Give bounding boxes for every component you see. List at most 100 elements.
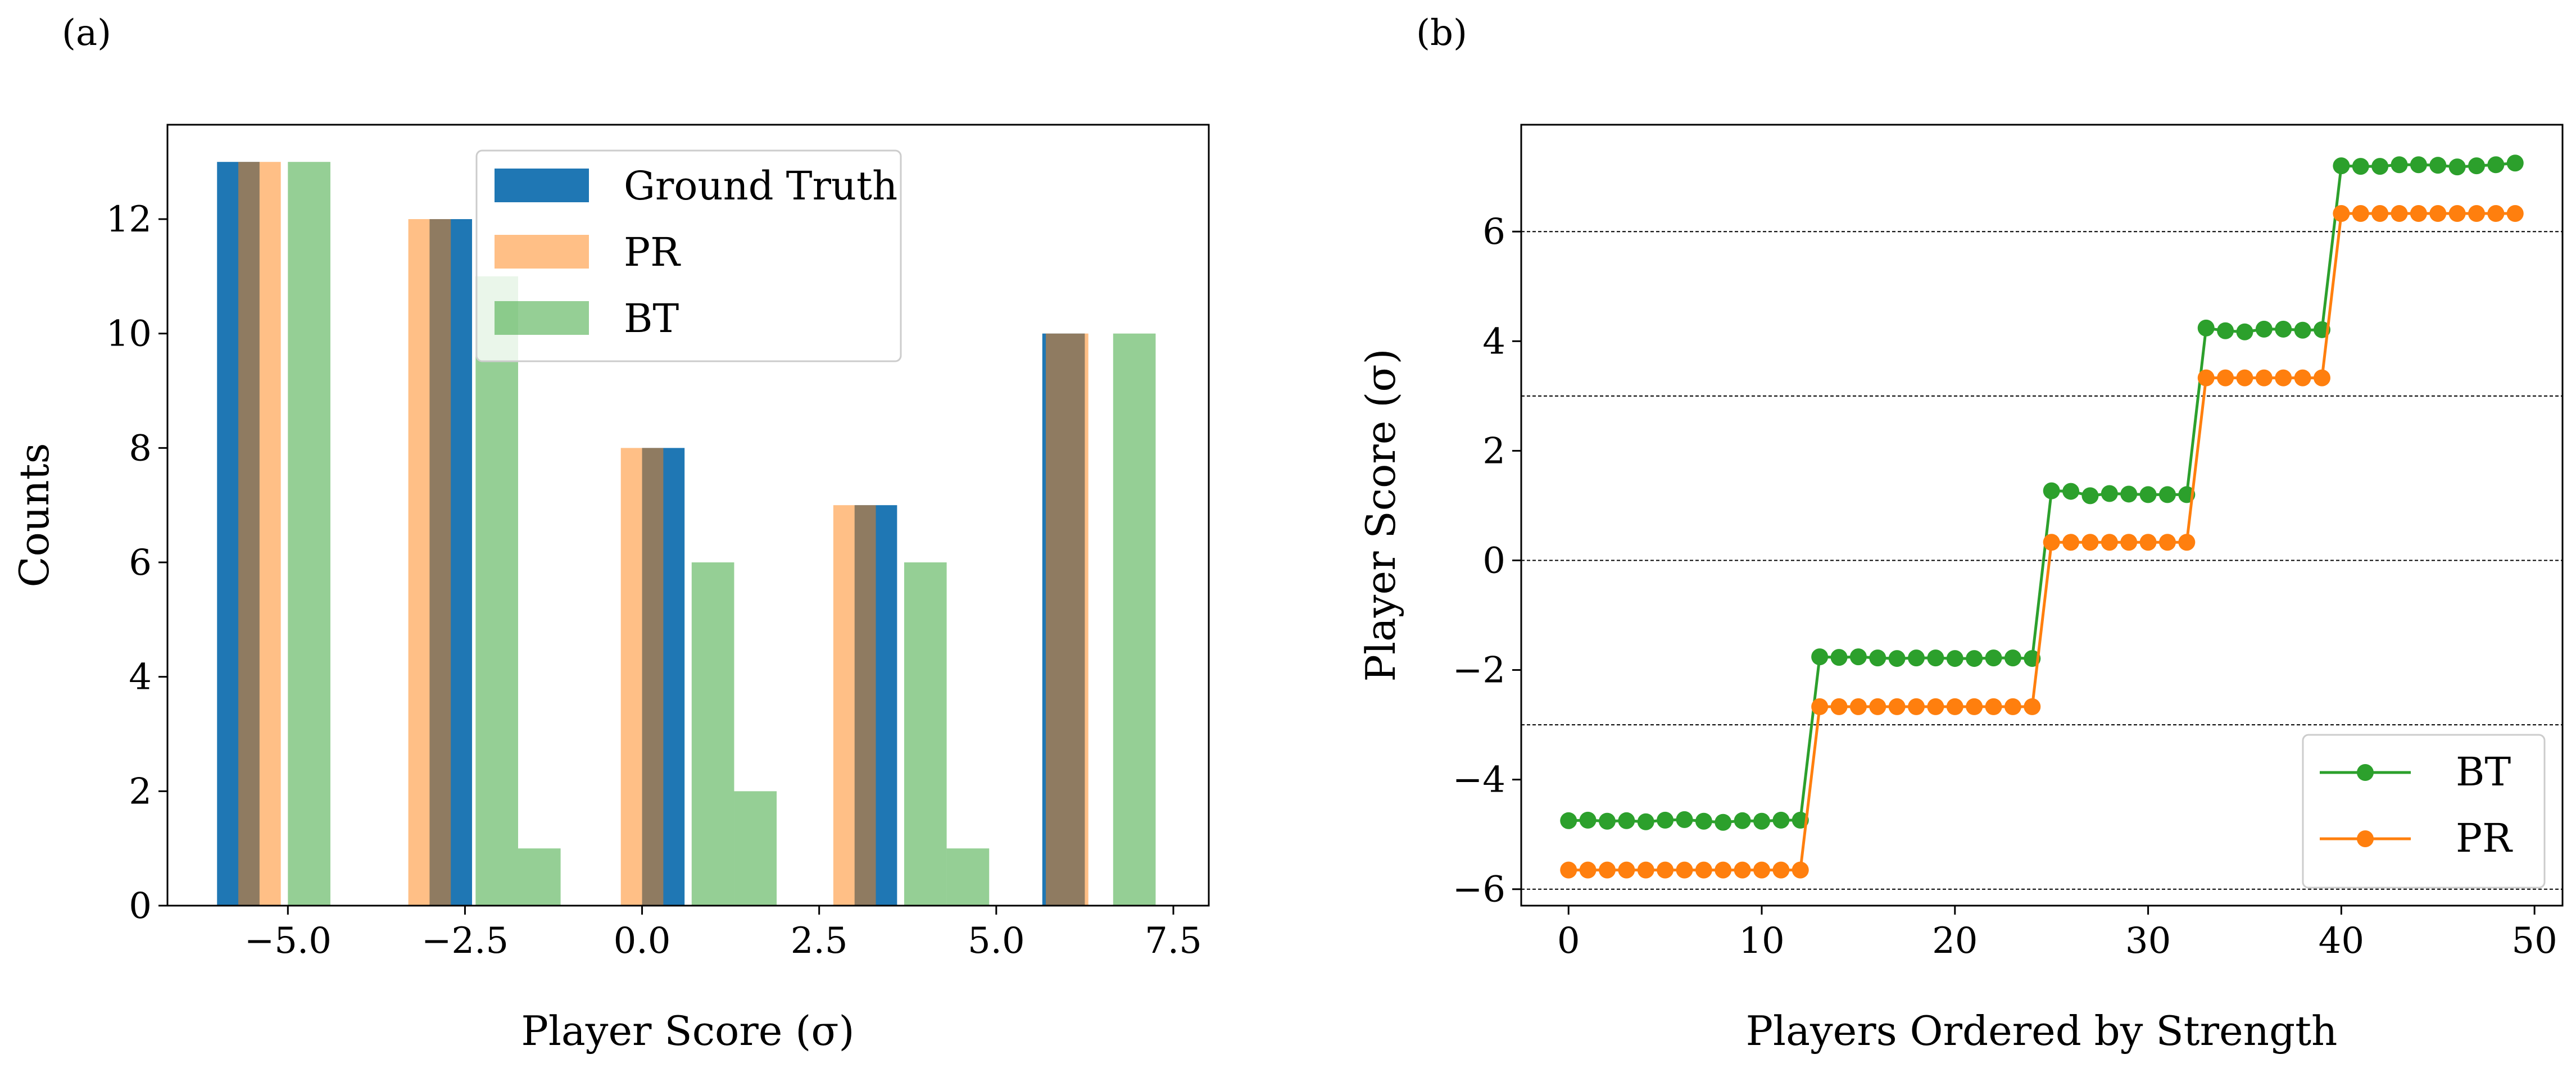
point-pr-40 — [2333, 205, 2350, 222]
legend-label-ground-truth: Ground Truth — [624, 163, 897, 209]
point-pr-46 — [2448, 205, 2466, 222]
legend-swatch-pr — [495, 235, 589, 269]
point-pr-29 — [2120, 534, 2138, 551]
point-bt-25 — [2043, 482, 2060, 499]
point-bt-11 — [1772, 811, 1790, 829]
panel-b-x-ticks: 0 10 20 30 40 50 — [1557, 906, 2557, 962]
point-pr-44 — [2410, 205, 2427, 222]
bar-pr-1 — [408, 219, 451, 906]
panel-b-x-tick-label-1: 10 — [1739, 920, 1784, 962]
panel-a-x-tick-label-5: 7.5 — [1145, 920, 1202, 962]
point-bt-15 — [1849, 648, 1867, 666]
bar-bt-6 — [946, 848, 990, 906]
point-bt-18 — [1908, 649, 1925, 667]
panel-b-label: (b) — [1416, 12, 1467, 54]
point-bt-13 — [1811, 648, 1829, 666]
point-pr-34 — [2217, 369, 2234, 387]
point-pr-32 — [2178, 534, 2196, 551]
panel-a-y-tick-label-2: 4 — [129, 657, 152, 698]
panel-a-y-axis-label: Counts — [11, 443, 58, 587]
point-bt-8 — [1715, 814, 1732, 831]
panel-b-x-tick-label-5: 50 — [2511, 920, 2557, 962]
panel-b-y-tick-label-6: 6 — [1482, 211, 1505, 253]
point-pr-33 — [2197, 369, 2215, 387]
point-bt-7 — [1695, 812, 1712, 830]
point-bt-38 — [2294, 321, 2311, 339]
point-pr-49 — [2506, 205, 2524, 222]
point-pr-43 — [2391, 205, 2408, 222]
point-bt-19 — [1927, 649, 1944, 667]
point-pr-22 — [1985, 698, 2002, 715]
point-pr-47 — [2468, 205, 2486, 222]
bar-bt-1 — [475, 276, 518, 906]
point-bt-26 — [2062, 483, 2080, 500]
point-bt-47 — [2468, 157, 2486, 175]
panel-a-axes-frame — [166, 124, 1210, 907]
point-pr-25 — [2043, 534, 2060, 551]
point-pr-39 — [2313, 369, 2330, 387]
point-bt-20 — [1946, 650, 1963, 667]
point-pr-12 — [1792, 861, 1809, 879]
panel-a-x-tick-label-3: 2.5 — [791, 920, 848, 962]
point-bt-4 — [1637, 813, 1654, 830]
point-bt-1 — [1579, 811, 1597, 829]
point-bt-41 — [2352, 158, 2369, 175]
point-bt-16 — [1869, 649, 1886, 667]
point-pr-4 — [1637, 861, 1654, 879]
point-pr-1 — [1579, 861, 1597, 879]
point-bt-27 — [2081, 487, 2099, 505]
bar-pr-4 — [1046, 333, 1089, 906]
panel-a-y-tick-label-0: 0 — [129, 885, 152, 927]
panel-b-x-tick-label-4: 40 — [2319, 920, 2364, 962]
panel-a-label: (a) — [62, 12, 111, 54]
panel-b-x-tick-label-0: 0 — [1557, 920, 1580, 962]
point-bt-43 — [2391, 156, 2408, 174]
point-pr-41 — [2352, 205, 2369, 222]
point-pr-5 — [1657, 861, 1674, 879]
point-bt-22 — [1985, 649, 2002, 667]
point-pr-18 — [1908, 698, 1925, 715]
bar-pr-0 — [238, 162, 281, 906]
point-pr-11 — [1772, 861, 1790, 879]
point-bt-42 — [2371, 158, 2389, 175]
point-bt-30 — [2139, 486, 2157, 503]
point-bt-34 — [2217, 322, 2234, 339]
bar-bt-7 — [1113, 333, 1156, 906]
panel-b-reference-lines — [1521, 231, 2563, 890]
panel-b-y-tick-label-3: 0 — [1482, 540, 1505, 581]
panel-b-y-tick-label-1: −4 — [1453, 760, 1505, 801]
panel-b-y-tick-label-2: −2 — [1453, 650, 1505, 692]
point-pr-24 — [2024, 698, 2041, 715]
point-bt-37 — [2275, 320, 2292, 338]
panel-b-y-tick-label-4: 2 — [1482, 430, 1505, 472]
legend-label-bt-line: BT — [2456, 749, 2511, 795]
panel-a-histogram: (a) −5.0 −2.5 0.0 2.5 5.0 7.5 0 2 4 6 8 10 12 Playe… — [11, 12, 1210, 1055]
panel-b-x-axis-label: Players Ordered by Strength — [1746, 1007, 2338, 1055]
point-pr-13 — [1811, 698, 1829, 715]
panel-b-x-tick-label-3: 30 — [2125, 920, 2171, 962]
panel-b-y-ticks: −6 −4 −2 0 2 4 6 — [1453, 211, 1521, 911]
point-bt-23 — [2004, 649, 2021, 667]
bar-bt-3 — [691, 562, 734, 906]
point-bt-0 — [1560, 812, 1577, 829]
point-pr-2 — [1598, 861, 1616, 879]
panel-b-y-axis-label: Player Score (σ) — [1357, 348, 1404, 681]
panel-a-x-tick-label-4: 5.0 — [968, 920, 1025, 962]
point-pr-48 — [2487, 205, 2505, 222]
point-bt-31 — [2158, 486, 2176, 503]
panel-b-axes-frame — [1520, 124, 2564, 907]
point-pr-45 — [2429, 205, 2447, 222]
point-pr-37 — [2275, 369, 2292, 387]
point-pr-16 — [1869, 698, 1886, 715]
point-bt-9 — [1734, 812, 1751, 829]
point-pr-23 — [2004, 698, 2021, 715]
point-bt-29 — [2120, 485, 2138, 503]
panel-a-x-tick-label-2: 0.0 — [614, 920, 671, 962]
point-pr-0 — [1560, 861, 1577, 879]
panel-a-x-tick-label-0: −5.0 — [244, 920, 332, 962]
panel-a-y-tick-label-6: 12 — [106, 199, 152, 240]
point-pr-36 — [2255, 369, 2273, 387]
point-bt-14 — [1830, 649, 1848, 666]
point-pr-42 — [2371, 205, 2389, 222]
